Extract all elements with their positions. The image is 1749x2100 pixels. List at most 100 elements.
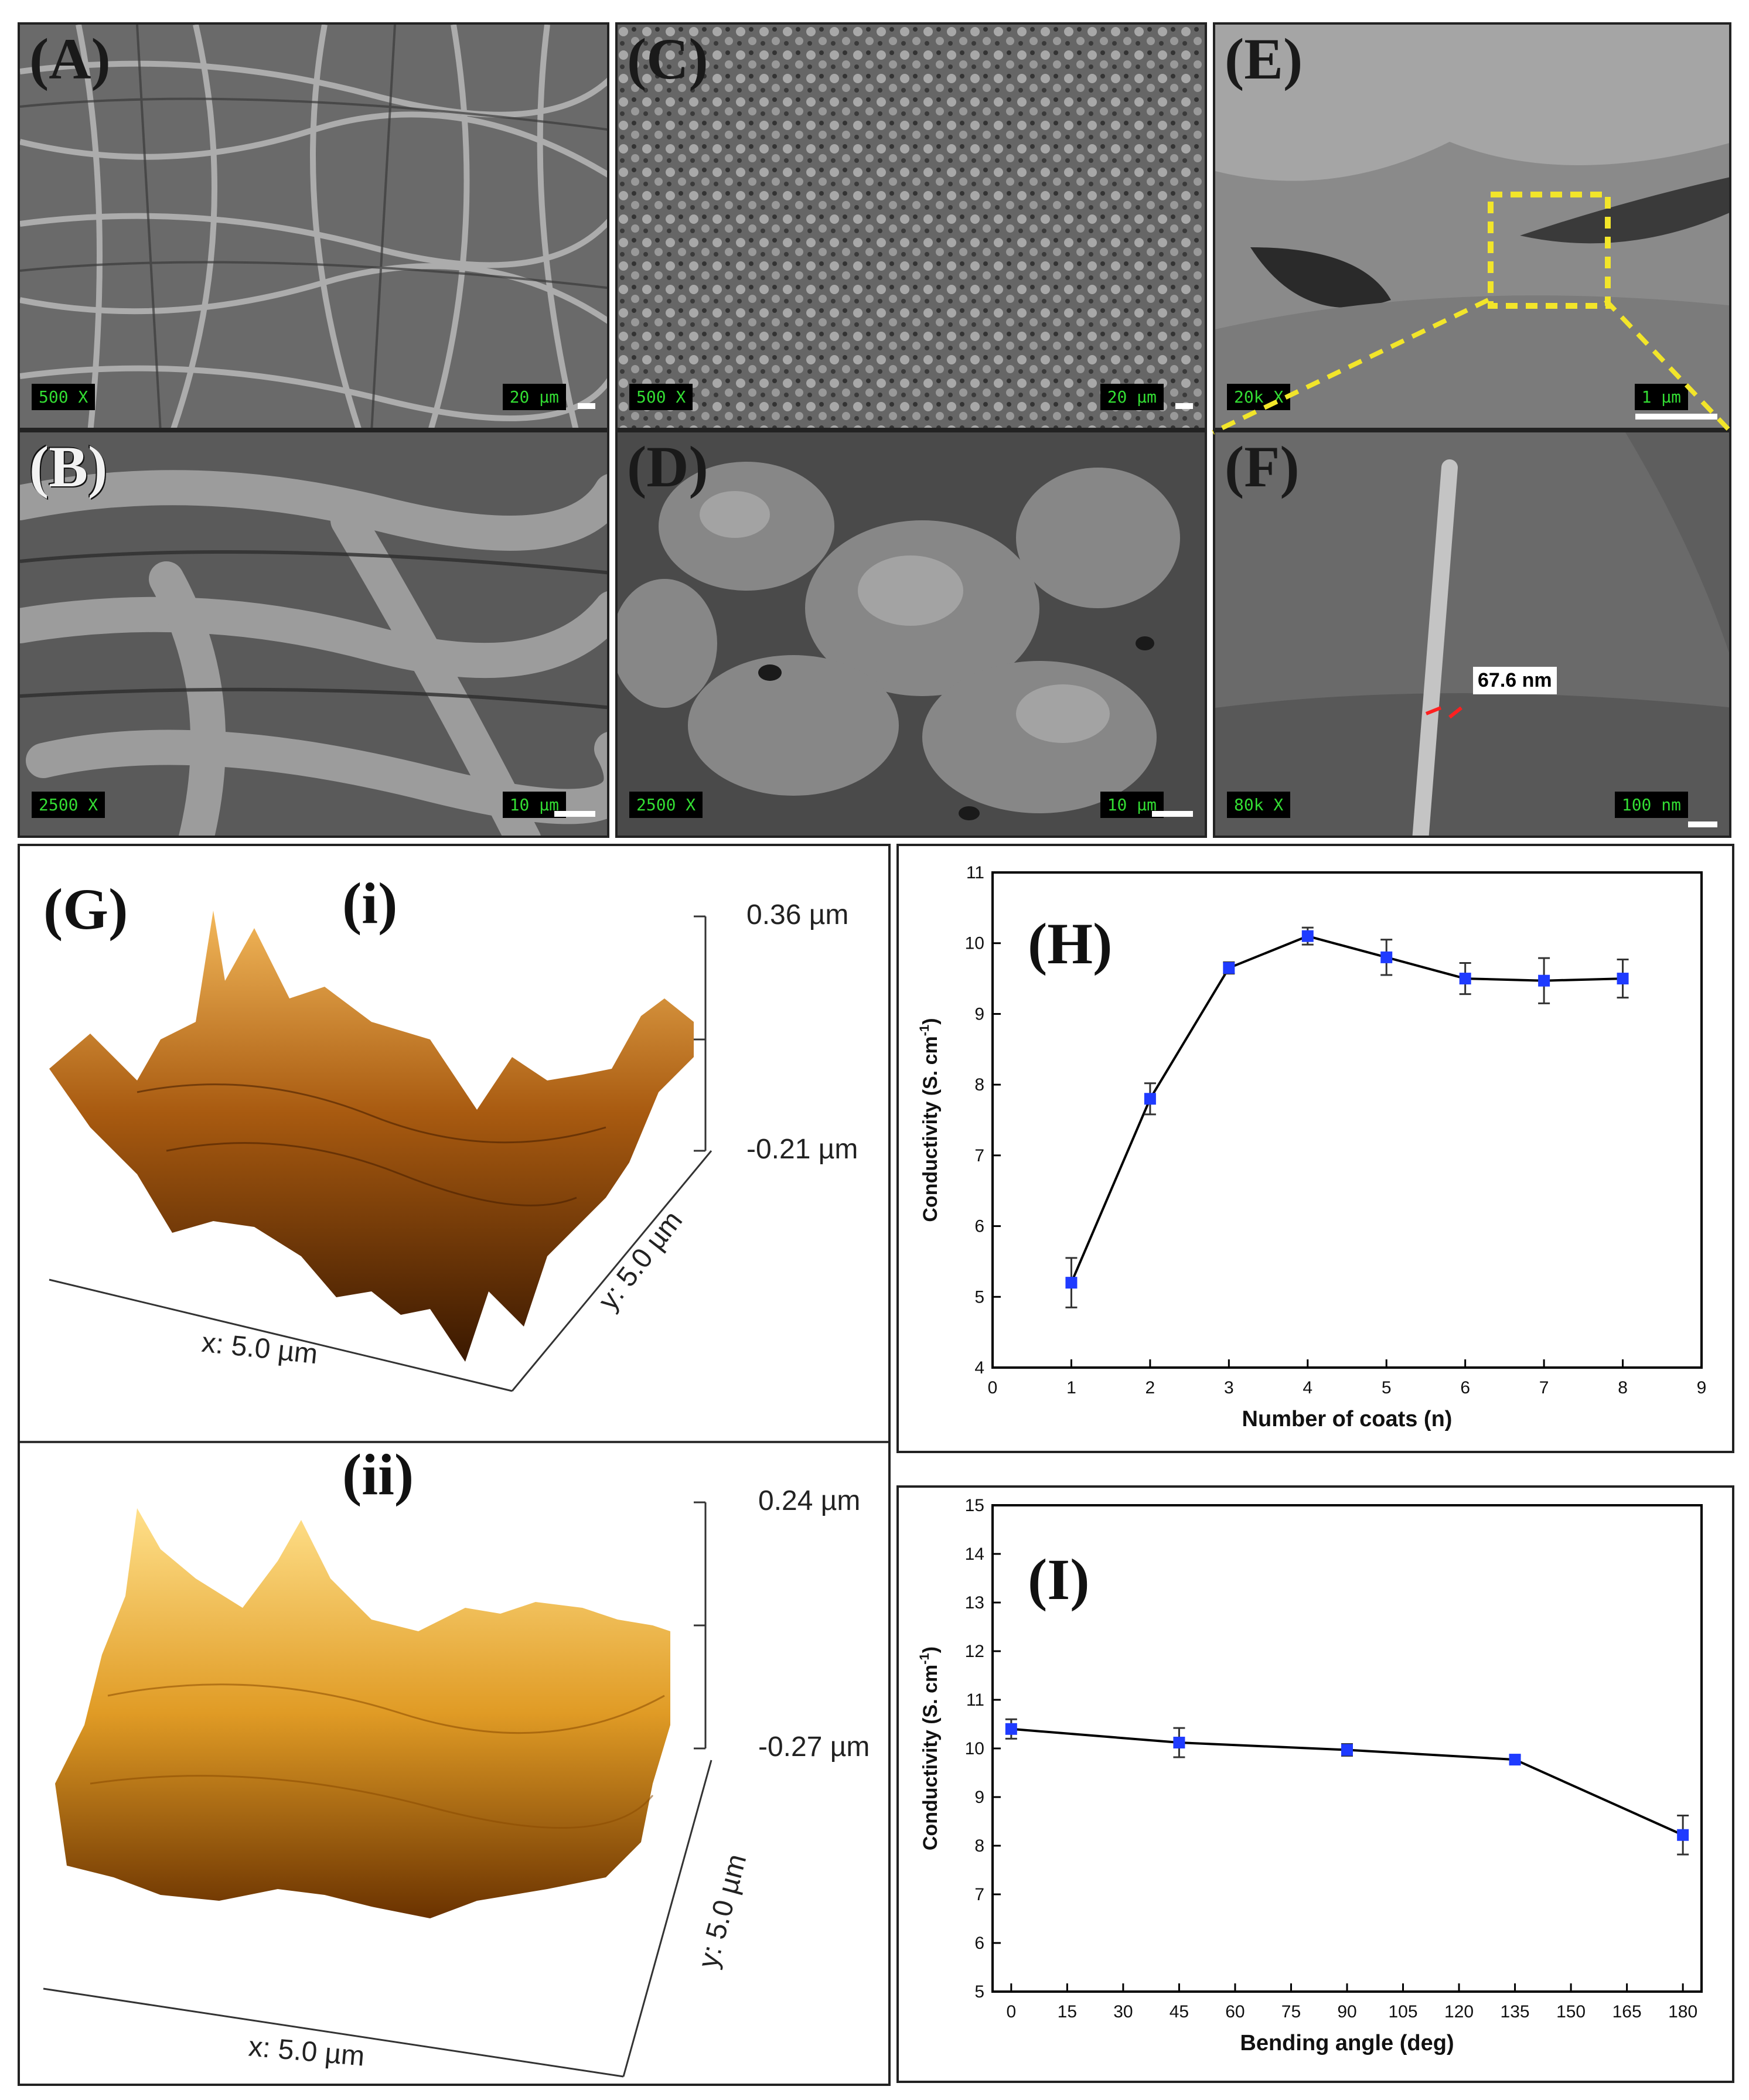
x-tick-label: 7 xyxy=(1539,1378,1549,1397)
scale-bar xyxy=(1635,414,1717,420)
panel-label-c: (C) xyxy=(627,26,708,91)
afm-i-zmax: 0.36 µm xyxy=(746,899,849,930)
chart-panel-i: 0 15 30 45 60 75 90 105 120 135 150 165 180 5 6 7 8 9 10 11… xyxy=(896,1485,1734,2083)
y-tick-label: 6 xyxy=(974,1217,984,1236)
y-tick-label: 13 xyxy=(965,1593,984,1612)
x-tick-label: 1 xyxy=(1066,1378,1076,1397)
x-tick-label: 0 xyxy=(1006,2002,1016,2021)
y-tick-label: 14 xyxy=(965,1545,984,1564)
magnification-label: 2500 X xyxy=(629,792,703,818)
x-tick-label: 165 xyxy=(1612,2002,1642,2021)
x-tick-label: 8 xyxy=(1618,1378,1628,1397)
scale-bar xyxy=(578,403,595,409)
scale-bar xyxy=(1175,403,1193,409)
y-tick-label: 12 xyxy=(965,1642,984,1661)
data-point xyxy=(1173,1737,1185,1749)
data-point xyxy=(1144,1093,1156,1105)
x-tick-label: 2 xyxy=(1145,1378,1155,1397)
x-tick-label: 5 xyxy=(1382,1378,1392,1397)
afm-surfaces xyxy=(43,911,712,2078)
x-tick-label: 180 xyxy=(1668,2002,1697,2021)
y-tick-label: 11 xyxy=(966,863,984,882)
x-tick-label: 135 xyxy=(1501,2002,1530,2021)
series-line xyxy=(1070,935,1623,1283)
data-point xyxy=(1677,1829,1689,1841)
scale-label: 20 µm xyxy=(502,384,566,410)
conductivity-vs-coats-chart: 0 1 2 3 4 5 6 7 8 9 4 5 6 7 8 9 10 11 Number of coats (n) C… xyxy=(917,863,1707,1431)
afm-surface-i xyxy=(49,911,694,1362)
afm-panel-g: (G) (i) xyxy=(18,844,891,2086)
data-point xyxy=(1341,1744,1353,1756)
conductivity-vs-bending-chart: 0 15 30 45 60 75 90 105 120 135 150 165 180 5 6 7 8 9 10 11… xyxy=(917,1496,1703,2055)
magnification-label: 80k X xyxy=(1227,792,1291,818)
panel-label-f: (F) xyxy=(1225,434,1300,499)
afm-i-axes xyxy=(49,915,712,1392)
panel-label: (H) xyxy=(1028,911,1112,976)
data-point xyxy=(1617,973,1629,985)
panel-label-b: (B) xyxy=(29,434,108,499)
panel-label-a: (A) xyxy=(29,26,111,91)
sem-panel-c: (C) 500 X 20 µm xyxy=(615,22,1207,430)
y-axis-label: Conductivity (S. cm-1) xyxy=(917,1018,942,1222)
x-tick-label: 90 xyxy=(1337,2002,1356,2021)
panel-label: (I) xyxy=(1028,1547,1090,1612)
panel-label-d: (D) xyxy=(627,434,708,499)
data-point xyxy=(1065,1277,1078,1289)
fiber-diameter-label: 67.6 nm xyxy=(1473,667,1557,694)
y-tick-label: 10 xyxy=(965,934,984,953)
x-tick-label: 150 xyxy=(1556,2002,1586,2021)
scale-bar xyxy=(1688,821,1717,827)
afm-ii-label: (ii) xyxy=(342,1442,414,1507)
y-tick-label: 10 xyxy=(965,1739,984,1758)
zoom-connector xyxy=(1212,298,1733,435)
data-point xyxy=(1380,951,1393,963)
x-tick-label: 9 xyxy=(1697,1378,1707,1397)
x-tick-label: 45 xyxy=(1170,2002,1189,2021)
afm-ii-zmin: -0.27 µm xyxy=(758,1731,870,1762)
fiber-texture xyxy=(20,25,607,428)
nanofiber-texture xyxy=(1215,432,1729,836)
nodular-texture xyxy=(618,432,1205,836)
afm-i-label: (i) xyxy=(342,871,398,936)
sem-panel-f: (F) 67.6 nm 80k X 100 nm xyxy=(1213,430,1731,838)
y-tick-label: 9 xyxy=(974,1004,984,1024)
data-point xyxy=(1005,1723,1017,1735)
y-tick-label: 8 xyxy=(974,1075,984,1095)
chart-panel-h: 0 1 2 3 4 5 6 7 8 9 4 5 6 7 8 9 10 11 Number of coats (n) C… xyxy=(896,844,1734,1453)
x-tick-label: 30 xyxy=(1113,2002,1133,2021)
magnification-label: 500 X xyxy=(629,384,693,410)
y-tick-label: 8 xyxy=(974,1836,984,1856)
x-tick-label: 15 xyxy=(1058,2002,1077,2021)
y-tick-label: 7 xyxy=(974,1885,984,1904)
magnification-label: 500 X xyxy=(32,384,96,410)
y-axis-label: Conductivity (S. cm-1) xyxy=(917,1646,942,1850)
sem-panel-b: (B) 2500 X 10 µm xyxy=(18,430,609,838)
y-tick-label: 7 xyxy=(974,1146,984,1165)
x-axis-label: Number of coats (n) xyxy=(1242,1407,1453,1431)
panel-label-e: (E) xyxy=(1225,26,1303,91)
y-tick-label: 11 xyxy=(966,1690,984,1710)
scale-bar xyxy=(554,811,595,817)
x-tick-label: 0 xyxy=(988,1378,998,1397)
panel-label-g: (G) xyxy=(43,877,128,942)
flake-texture xyxy=(1215,25,1729,428)
plot-frame xyxy=(991,871,1703,1369)
afm-ii-zmax: 0.24 µm xyxy=(758,1485,861,1516)
data-point xyxy=(1459,973,1471,985)
x-tick-label: 4 xyxy=(1303,1378,1312,1397)
granular-texture xyxy=(618,25,1205,428)
afm-ii-axes xyxy=(43,1501,712,2078)
x-tick-label: 3 xyxy=(1224,1378,1234,1397)
scale-label: 100 nm xyxy=(1614,792,1688,818)
data-point xyxy=(1509,1754,1521,1766)
data-point xyxy=(1223,962,1235,974)
fiber-texture xyxy=(20,432,607,836)
y-tick-label: 6 xyxy=(974,1934,984,1953)
data-point xyxy=(1301,930,1314,942)
y-tick-label: 15 xyxy=(965,1496,984,1515)
afm-divider xyxy=(20,1441,888,1443)
data-point xyxy=(1538,974,1550,987)
scale-label: 1 µm xyxy=(1634,384,1688,410)
afm-i-zmin: -0.21 µm xyxy=(746,1134,858,1165)
x-tick-label: 75 xyxy=(1281,2002,1301,2021)
